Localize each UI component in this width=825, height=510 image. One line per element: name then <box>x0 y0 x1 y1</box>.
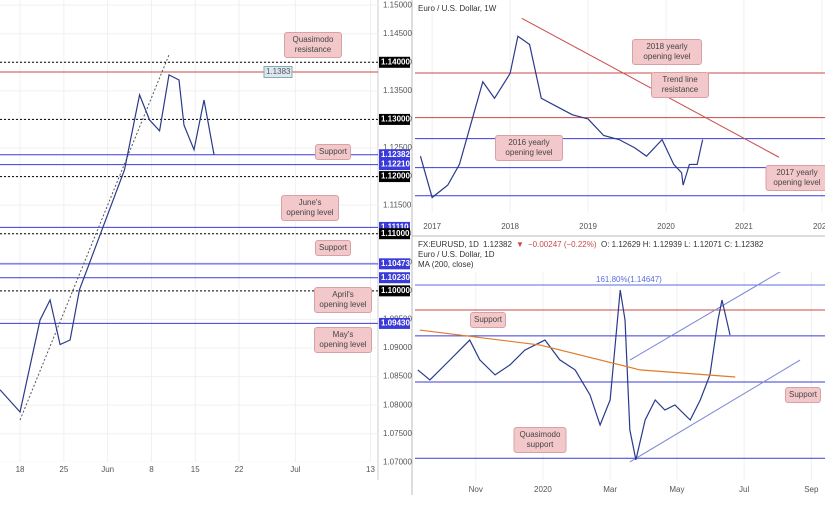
level-label: 1.11000 <box>381 229 410 238</box>
annotation: April's opening level <box>314 287 372 313</box>
y-tick-label: 1.12500 <box>383 143 412 152</box>
level-label-box <box>379 317 410 329</box>
x-tick-label: Nov <box>469 485 483 494</box>
y-tick-label: 1.08000 <box>383 400 412 409</box>
level-label: 1.1383 <box>266 67 291 76</box>
drawn-line <box>629 359 801 463</box>
x-tick-label: 2020 <box>534 485 552 494</box>
chart-title: Euro / U.S. Dollar, 1D <box>418 250 495 259</box>
legend-entry: MA (200, close) <box>418 260 474 269</box>
x-tick-label: 2018 <box>501 222 519 231</box>
level-label: 1.10000 <box>381 286 410 295</box>
annotation: Support <box>784 387 822 403</box>
x-tick-label: Jul <box>739 485 749 494</box>
plot-area <box>415 0 825 213</box>
level-label: 1.10473 <box>381 259 410 268</box>
y-tick-label: 1.15000 <box>383 0 412 9</box>
drawn-line <box>521 17 780 158</box>
header-last: 1.12382 <box>483 240 512 249</box>
price-line <box>419 329 736 378</box>
x-tick-label: 2021 <box>735 222 753 231</box>
x-tick-label: 22 <box>235 465 244 474</box>
y-tick-label: 1.07000 <box>383 457 412 466</box>
level-label-box <box>379 113 410 125</box>
level-label-box <box>379 159 410 171</box>
annotation: Quasimodo support <box>513 427 567 453</box>
annotation: Trend line resistance <box>651 72 709 98</box>
header-arrow: ▼ <box>516 240 524 249</box>
chart-title: Euro / U.S. Dollar, 1W <box>418 4 497 13</box>
x-tick-label: 2017 <box>423 222 441 231</box>
level-label: 1.09430 <box>381 319 410 328</box>
annotation: May's opening level <box>314 327 372 353</box>
x-tick-label: 2019 <box>579 222 597 231</box>
y-tick-label: 1.11500 <box>383 200 412 209</box>
y-tick-label: 1.08500 <box>383 372 412 381</box>
level-label: 161.80%(1.14647) <box>596 275 662 284</box>
annotation: Quasimodo resistance <box>284 32 342 58</box>
header-change: −0.00247 (−0.22%) <box>528 240 597 249</box>
level-label: 1.13000 <box>381 115 410 124</box>
drawn-line <box>19 54 170 421</box>
level-label-box <box>379 171 410 183</box>
x-tick-label: Jul <box>290 465 300 474</box>
y-tick-label: 1.14500 <box>383 29 412 38</box>
level-label-box <box>379 56 410 68</box>
level-label: 1.12000 <box>381 172 410 181</box>
y-tick-label: 1.09000 <box>383 343 412 352</box>
x-tick-label: Mar <box>603 485 617 494</box>
level-label: 1.10230 <box>381 273 410 282</box>
level-label-box <box>379 272 410 284</box>
level-label-box <box>263 66 293 78</box>
drawn-line <box>629 272 781 361</box>
x-tick-label: 18 <box>16 465 25 474</box>
price-line <box>417 289 731 461</box>
header-ohlc: O: 1.12629 H: 1.12939 L: 1.12071 C: 1.12… <box>601 240 764 249</box>
level-label: 1.11110 <box>381 223 409 232</box>
annotation: 2016 yearly opening level <box>495 135 563 161</box>
x-tick-label: 2020 <box>657 222 675 231</box>
plot-area <box>415 272 825 480</box>
level-label-box <box>379 258 410 270</box>
level-label: 1.12382 <box>381 150 410 159</box>
annotation: Support <box>314 144 352 160</box>
level-label-box <box>379 228 410 240</box>
annotation: Support <box>314 240 352 256</box>
level-label: 1.12210 <box>381 160 410 169</box>
x-tick-label: Sep <box>804 485 819 494</box>
x-tick-label: 25 <box>59 465 68 474</box>
x-tick-label: 2022 <box>813 222 825 231</box>
x-tick-label: 13 <box>366 465 375 474</box>
x-tick-label: May <box>669 485 684 494</box>
level-label-box <box>379 285 410 297</box>
annotation: Support <box>469 312 507 328</box>
price-line <box>0 73 215 414</box>
x-tick-label: Jun <box>101 465 114 474</box>
level-label-box <box>379 149 410 161</box>
annotation: 2018 yearly opening level <box>632 39 702 65</box>
x-tick-label: 8 <box>149 465 154 474</box>
header-symbol: FX:EURUSD, 1D <box>418 240 479 249</box>
x-tick-label: 15 <box>191 465 200 474</box>
y-tick-label: 1.07500 <box>383 429 412 438</box>
y-tick-label: 1.13500 <box>383 86 412 95</box>
level-label-box <box>379 221 410 233</box>
level-label: 1.14000 <box>381 57 410 66</box>
annotation: June's opening level <box>281 195 339 221</box>
price-line <box>419 35 704 199</box>
annotation: 2017 yearly opening level <box>765 165 825 191</box>
